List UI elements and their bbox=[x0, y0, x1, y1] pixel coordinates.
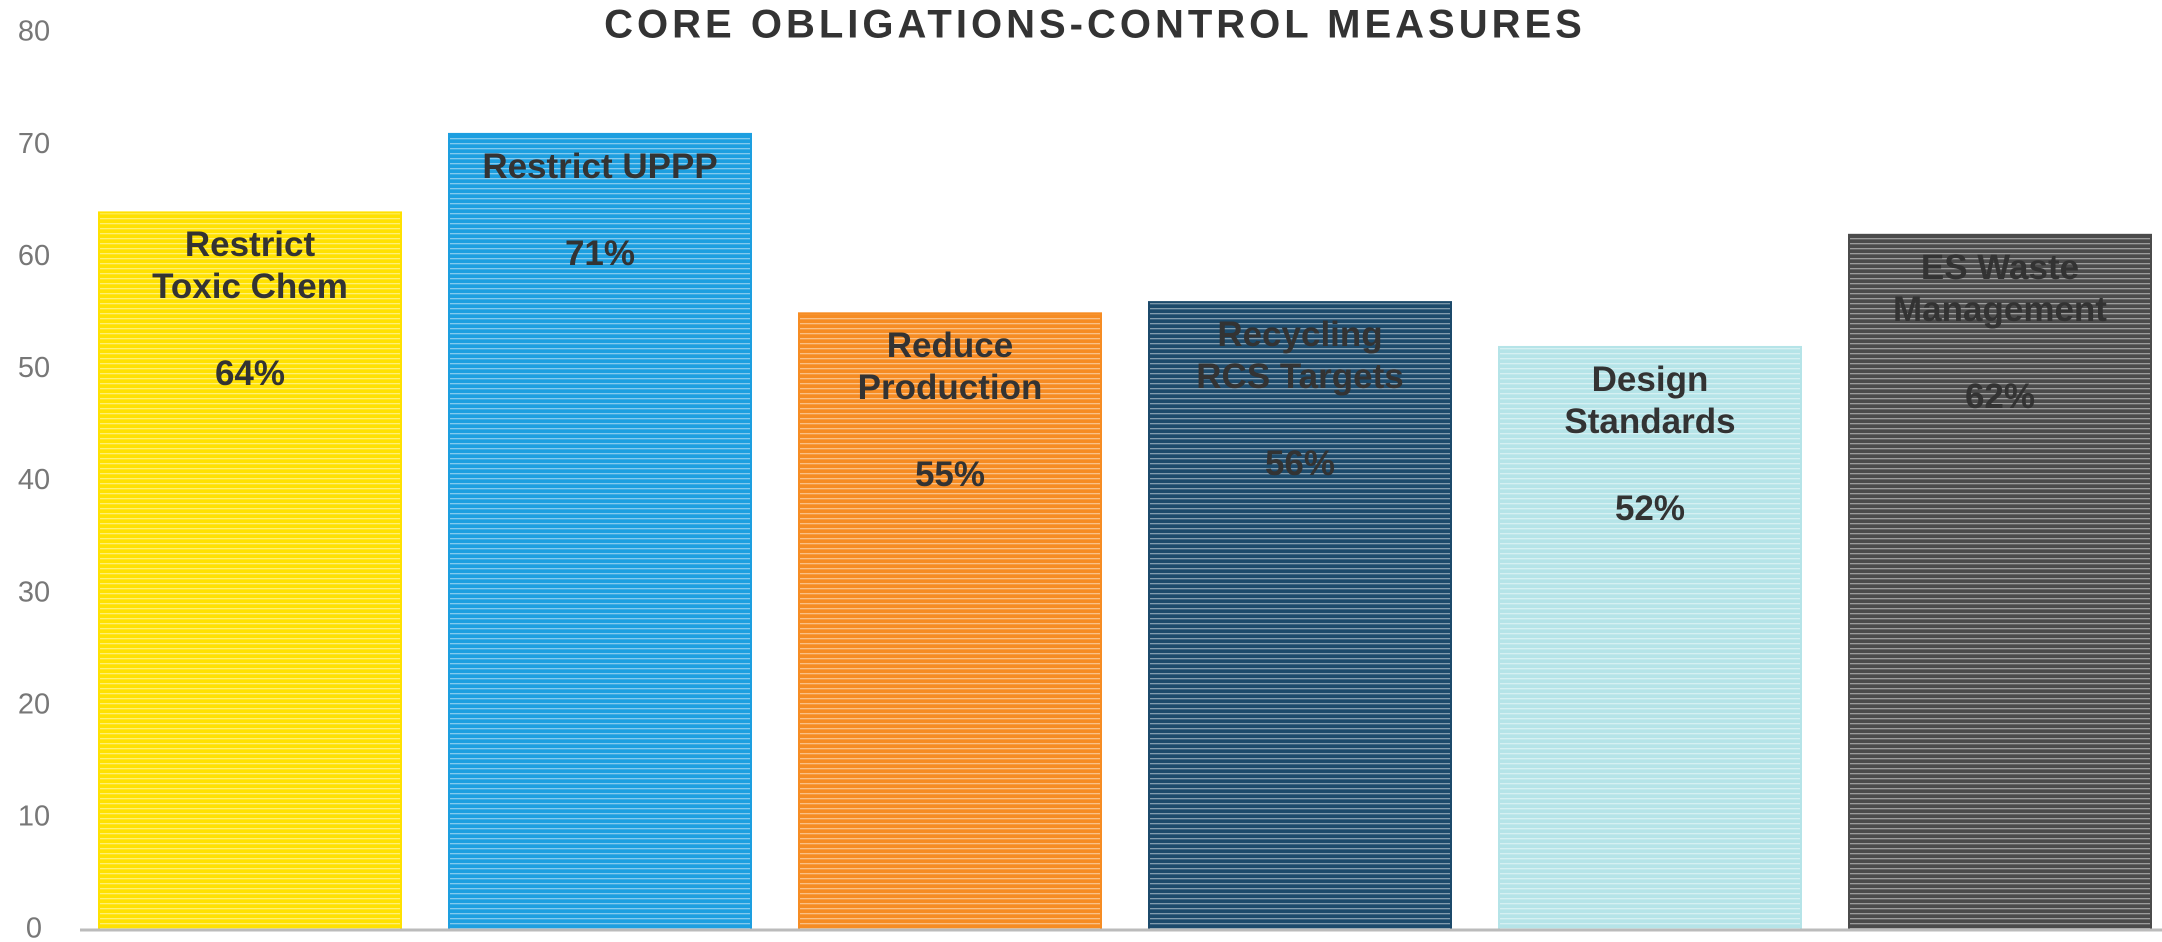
bar bbox=[798, 312, 1102, 931]
value-label: 55% bbox=[914, 455, 986, 495]
bar-category-label: Recycling RCS Targets bbox=[1196, 315, 1404, 397]
bar-category-label: Reduce Production bbox=[857, 326, 1043, 408]
value-label: 71% bbox=[564, 233, 636, 273]
bar bbox=[98, 211, 402, 931]
y-tick-label: 50 bbox=[18, 352, 50, 384]
y-tick-label: 40 bbox=[18, 464, 50, 496]
bar-category-label: Restrict Toxic Chem bbox=[152, 225, 348, 307]
bar-category-label: Restrict UPPP bbox=[482, 146, 718, 186]
value-label: 52% bbox=[1614, 488, 1686, 528]
y-tick-label: 70 bbox=[18, 128, 50, 160]
bar bbox=[1498, 345, 1802, 931]
y-tick-label: 20 bbox=[18, 688, 50, 720]
value-label: 64% bbox=[214, 354, 286, 394]
bar bbox=[1848, 233, 2152, 931]
value-label: 56% bbox=[1264, 444, 1336, 484]
y-tick-label: 30 bbox=[18, 576, 50, 608]
y-tick-label: 10 bbox=[18, 801, 50, 833]
bar bbox=[448, 132, 752, 932]
bar-category-label: ES Waste Management bbox=[1893, 247, 2107, 329]
y-tick-label: 60 bbox=[18, 240, 50, 272]
y-tick-label: 0 bbox=[26, 913, 42, 942]
y-tick-label: 80 bbox=[18, 16, 50, 48]
value-label: 62% bbox=[1964, 376, 2036, 416]
bar bbox=[1148, 301, 1452, 932]
chart-title: CORE OBLIGATIONS-CONTROL MEASURES bbox=[604, 3, 1586, 47]
bar-category-label: Design Standards bbox=[1564, 359, 1736, 441]
